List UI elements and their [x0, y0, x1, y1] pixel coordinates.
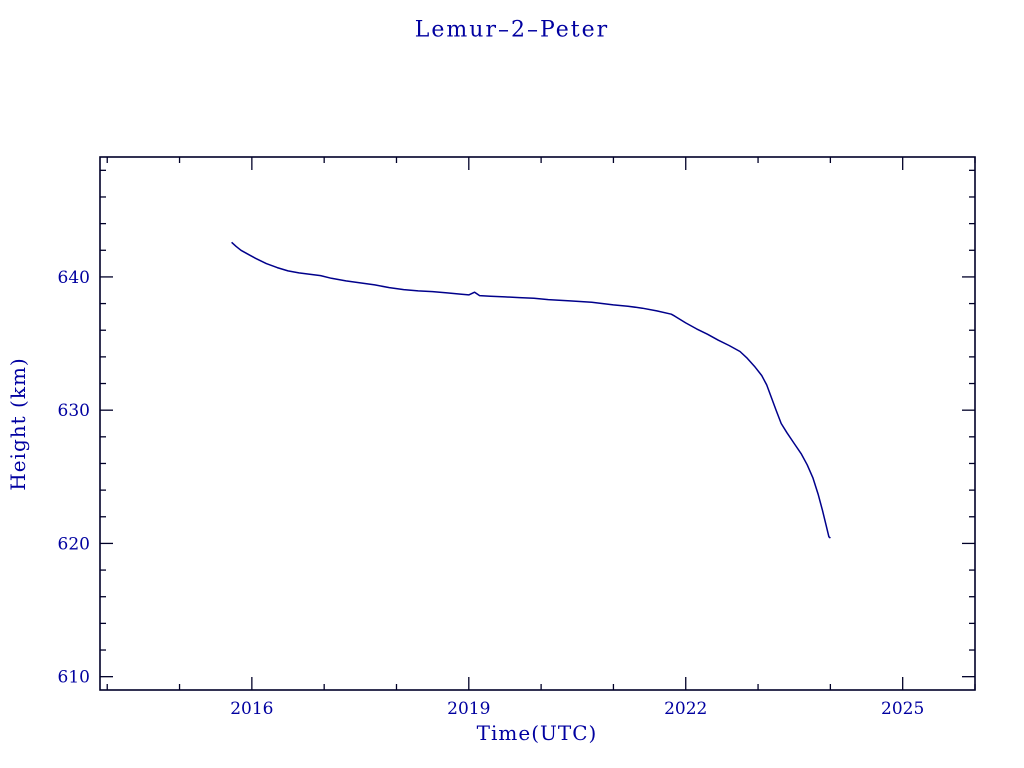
y-tick-label: 620	[58, 534, 90, 554]
x-tick-label: 2025	[881, 699, 924, 719]
x-tick-label: 2019	[447, 699, 490, 719]
height-data-line	[231, 241, 831, 539]
chart-title: Lemur–2–Peter	[414, 17, 610, 43]
y-tick-label: 640	[58, 268, 90, 288]
y-tick-label: 630	[58, 401, 90, 421]
x-tick-label: 2022	[664, 699, 707, 719]
x-axis-label: Time(UTC)	[476, 721, 598, 745]
x-tick-label: 2016	[230, 699, 273, 719]
y-tick-label: 610	[58, 668, 90, 688]
plot-frame	[99, 156, 976, 691]
